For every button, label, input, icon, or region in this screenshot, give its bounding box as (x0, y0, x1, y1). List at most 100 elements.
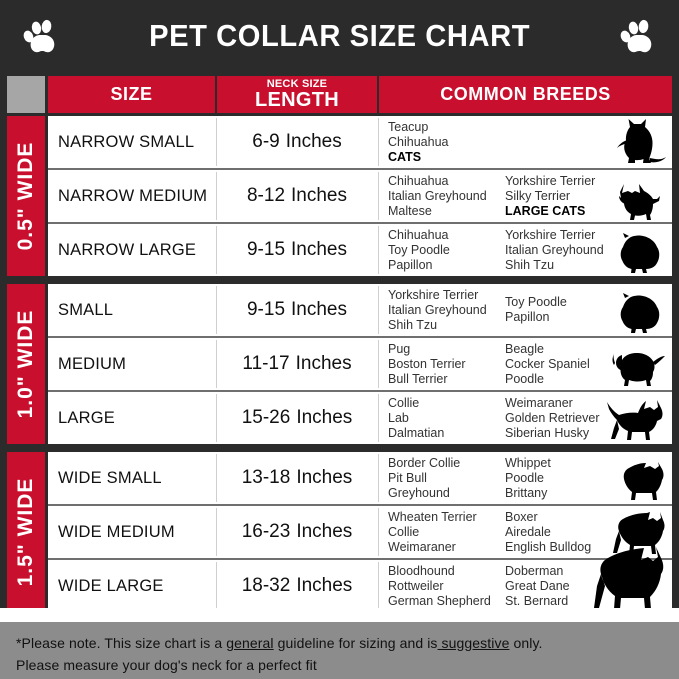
length-range: 6-9 (252, 131, 280, 152)
breed-column-left: Collie Lab Dalmatian (388, 396, 505, 441)
group-label-text: 1.0" WIDE (14, 309, 37, 419)
chart-title-bar: PET COLLAR SIZE CHART (0, 0, 679, 72)
footer-line1-pre: *Please note. This size chart is a (16, 635, 227, 651)
breed-name: Toy Poodle (505, 295, 567, 309)
footer-white-strip (0, 608, 679, 622)
cell-size-name: MEDIUM (58, 354, 127, 373)
length-range: 18-32 (241, 575, 291, 596)
footer-line-1: *Please note. This size chart is a gener… (16, 634, 679, 653)
cell-common-breeds: Pug Boston Terrier Bull Terrier Beagle Cocke… (379, 338, 672, 390)
row-separator (48, 168, 672, 170)
breed-name: Papillon (388, 257, 433, 272)
group-label-text: 0.5" WIDE (14, 141, 37, 251)
cell-size-name: NARROW SMALL (58, 132, 195, 151)
length-unit: Inches (291, 185, 347, 206)
length-unit: Inches (295, 353, 352, 374)
breed-name: Rottweiler (388, 578, 444, 593)
cell-common-breeds: Teacup Chihuahua CATS (379, 116, 672, 168)
table-row: SMALL 9-15 Inches Yorkshire Terrier Italian … (48, 284, 672, 336)
column-header-size: SIZE (48, 76, 215, 113)
table-row: NARROW SMALL 6-9 Inches Teacup Chihuahua CATS (48, 116, 672, 168)
breed-name: Yorkshire Terrier (505, 173, 596, 188)
cell-size-name: NARROW LARGE (58, 240, 197, 259)
breed-name: Papillon (505, 310, 550, 324)
group-label-text: 1.5" WIDE (14, 477, 37, 587)
breed-name: Teacup (388, 119, 429, 134)
cell-size-name: NARROW MEDIUM (58, 186, 208, 205)
cell-divider (216, 454, 217, 502)
row-separator (48, 504, 672, 506)
breed-name: Chihuahua (388, 134, 449, 149)
header-corner-block (7, 76, 45, 113)
cell-divider (378, 562, 379, 610)
cell-divider (216, 562, 217, 610)
breed-name: Poodle (505, 470, 544, 485)
table-row: WIDE MEDIUM 16-23 Inches Wheaten Terrier Col… (48, 506, 672, 558)
breed-column-left: Wheaten Terrier Collie Weimaraner (388, 510, 505, 555)
footer-line-2: Please measure your dog's neck for a per… (16, 657, 317, 673)
breed-name: Whippet (505, 455, 551, 470)
breed-name: Wheaten Terrier (388, 509, 477, 524)
breed-name: Collie (388, 524, 420, 539)
breed-name: Pit Bull (388, 470, 427, 485)
length-unit: Inches (291, 299, 347, 320)
breed-name: Chihuahua (388, 227, 449, 242)
cell-common-breeds: Yorkshire Terrier Italian Greyhound Shih T… (379, 284, 672, 336)
breed-name: Shih Tzu (388, 317, 438, 332)
group-separator (0, 444, 679, 452)
cell-divider (216, 340, 217, 388)
breed-column-left: Chihuahua Toy Poodle Papillon (388, 228, 505, 273)
footer-note: *Please note. This size chart is a gener… (0, 622, 679, 679)
table-row: NARROW MEDIUM 8-12 Inches Chihuahua Italian … (48, 170, 672, 222)
page-title: PET COLLAR SIZE CHART (149, 18, 530, 53)
cell-divider (378, 172, 379, 220)
paw-print-icon (22, 19, 60, 55)
length-range: 9-15 (246, 239, 286, 260)
breed-name: Golden Retriever (505, 410, 600, 425)
cell-size-name: SMALL (58, 300, 114, 319)
breed-column-right: Toy Poodle Papillon (505, 295, 622, 325)
paw-print-icon (619, 19, 657, 55)
cell-divider (378, 118, 379, 166)
breed-name: Bloodhound (388, 563, 455, 578)
cell-common-breeds: Chihuahua Italian Greyhound Maltese Yorkshi… (379, 170, 672, 222)
breed-name: Italian Greyhound (505, 242, 604, 257)
cell-divider (378, 454, 379, 502)
table-row: WIDE SMALL 13-18 Inches Border Collie Pit Bu… (48, 452, 672, 504)
row-separator (48, 336, 672, 338)
column-header-breeds: COMMON BREEDS (379, 76, 672, 113)
cell-neck-length: 16-23 Inches (217, 506, 377, 558)
breed-name: Italian Greyhound (388, 302, 487, 317)
row-separator (48, 222, 672, 224)
cell-neck-length: 6-9 Inches (217, 116, 377, 168)
breed-name: Silky Terrier (505, 188, 571, 203)
column-header-length: NECK SIZE LENGTH (217, 76, 377, 113)
table-row: LARGE 15-26 Inches Collie Lab Dalmatian Weimar… (48, 392, 672, 444)
breed-name: Beagle (505, 341, 544, 356)
footer-line1-mid: guideline for sizing and is (273, 635, 438, 651)
cell-divider (216, 394, 217, 442)
cell-size-name: WIDE SMALL (58, 468, 162, 487)
breed-name: Toy Poodle (388, 242, 450, 257)
table-row: WIDE LARGE 18-32 Inches Bloodhound Rottweile… (48, 547, 672, 612)
breed-column-right: Weimaraner Golden Retriever Siberian Husky (505, 396, 622, 441)
cell-divider (378, 226, 379, 274)
breed-name: Great Dane (505, 578, 570, 593)
length-unit: Inches (296, 467, 353, 488)
breed-column-right: Whippet Poodle Brittany (505, 456, 622, 501)
breed-column-right: Boxer Airedale English Bulldog (505, 510, 622, 555)
footer-line1-post: only. (509, 635, 543, 651)
breed-name: LARGE CATS (505, 203, 586, 218)
breed-column-right: Doberman Great Dane St. Bernard (505, 564, 622, 609)
breed-name: German Shepherd (388, 593, 491, 608)
group-label-1: 1.0" WIDE (7, 284, 45, 444)
breed-name: Brittany (505, 485, 548, 500)
cell-divider (378, 340, 379, 388)
breed-column-left: Chihuahua Italian Greyhound Maltese (388, 174, 505, 219)
cell-common-breeds: Wheaten Terrier Collie Weimaraner Boxer Aire… (379, 506, 672, 558)
breed-name: Airedale (505, 524, 551, 539)
cell-divider (378, 394, 379, 442)
cell-divider (378, 508, 379, 556)
column-header-length-main: LENGTH (254, 89, 340, 111)
